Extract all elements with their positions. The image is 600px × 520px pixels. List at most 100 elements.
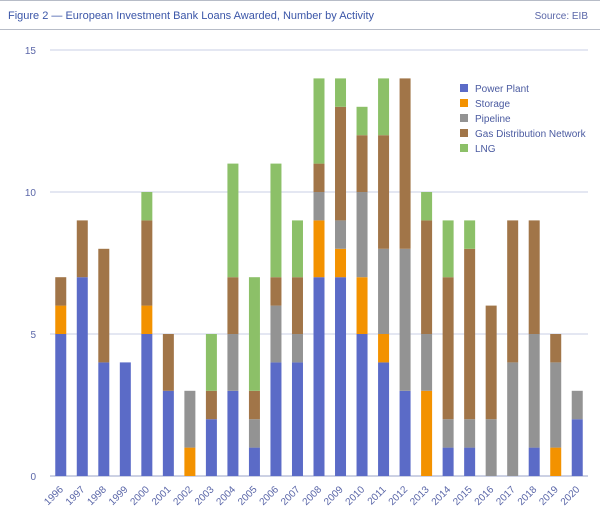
bar-2008-storage xyxy=(313,220,325,278)
bar-2004-gas-distribution-network xyxy=(227,277,239,334)
y-tick-label: 15 xyxy=(25,46,37,57)
bar-2006-pipeline xyxy=(270,305,282,363)
bar-2011-power-plant xyxy=(378,362,390,476)
bar-2009-power-plant xyxy=(335,277,347,476)
x-tick-label: 2009 xyxy=(322,484,346,508)
bar-1997-power-plant xyxy=(76,277,88,476)
bar-2007-power-plant xyxy=(291,362,303,476)
x-tick-label: 1998 xyxy=(85,484,109,508)
bar-1997-gas-distribution-network xyxy=(76,220,88,278)
figure-title: Figure 2 — European Investment Bank Loan… xyxy=(8,10,375,22)
x-tick-label: 2018 xyxy=(516,484,540,508)
bar-2014-pipeline xyxy=(442,419,454,448)
bar-2011-pipeline xyxy=(378,248,390,334)
bar-2019-storage xyxy=(550,447,562,476)
bar-2010-power-plant xyxy=(356,334,368,476)
bar-2018-gas-distribution-network xyxy=(528,220,540,334)
x-tick-label: 2020 xyxy=(559,484,583,508)
x-tick-label: 2000 xyxy=(128,484,152,508)
y-tick-label: 0 xyxy=(30,472,36,483)
legend-label: Power Plant xyxy=(475,84,529,95)
bar-2006-power-plant xyxy=(270,362,282,476)
legend: Power Plant Storage Pipeline Gas Distributi… xyxy=(460,84,587,155)
x-tick-label: 2014 xyxy=(430,484,454,508)
bar-2003-gas-distribution-network xyxy=(205,390,217,420)
bar-2013-pipeline xyxy=(421,334,433,391)
bar-2009-pipeline xyxy=(335,220,347,249)
bar-2003-lng xyxy=(205,334,217,391)
bar-2019-pipeline xyxy=(550,362,562,448)
bar-2007-gas-distribution-network xyxy=(291,277,303,334)
bar-2005-power-plant xyxy=(248,447,260,476)
bar-2017-pipeline xyxy=(507,362,519,476)
x-tick-label: 2013 xyxy=(408,484,432,508)
bar-2001-gas-distribution-network xyxy=(162,334,174,391)
legend-label: LNG xyxy=(475,144,496,155)
bar-2005-lng xyxy=(248,277,260,391)
bar-2002-storage xyxy=(184,447,196,476)
bar-2009-gas-distribution-network xyxy=(335,106,347,221)
bar-2005-gas-distribution-network xyxy=(248,390,260,420)
bar-2011-storage xyxy=(378,334,390,363)
legend-label: Storage xyxy=(475,99,510,110)
bar-1996-storage xyxy=(55,305,67,334)
bar-2006-lng xyxy=(270,163,282,278)
bar-2002-pipeline xyxy=(184,390,196,448)
x-tick-label: 2012 xyxy=(387,484,411,508)
bar-1996-gas-distribution-network xyxy=(55,277,67,306)
bar-2015-gas-distribution-network xyxy=(464,248,476,420)
x-axis-ticks: 1996199719981999200020012002200320042005… xyxy=(42,484,582,508)
bar-2013-storage xyxy=(421,390,433,476)
y-tick-label: 5 xyxy=(30,330,36,341)
x-tick-label: 1996 xyxy=(42,484,66,508)
x-tick-label: 2006 xyxy=(258,484,282,508)
x-tick-label: 2004 xyxy=(215,484,239,508)
bar-2016-pipeline xyxy=(485,419,497,476)
bar-2015-lng xyxy=(464,220,476,249)
bar-1998-power-plant xyxy=(98,362,110,476)
bar-2010-gas-distribution-network xyxy=(356,135,368,192)
bar-1996-power-plant xyxy=(55,334,67,476)
bar-2000-storage xyxy=(141,305,153,334)
bar-2010-pipeline xyxy=(356,192,368,278)
bar-2011-lng xyxy=(378,78,390,136)
bar-2001-power-plant xyxy=(162,390,174,476)
bar-2000-power-plant xyxy=(141,334,153,476)
legend-swatch xyxy=(460,129,468,137)
bar-2010-lng xyxy=(356,106,368,136)
x-tick-label: 2002 xyxy=(171,484,195,508)
legend-swatch xyxy=(460,84,468,92)
x-tick-label: 1999 xyxy=(107,484,131,508)
bar-2012-power-plant xyxy=(399,390,411,476)
bar-2015-pipeline xyxy=(464,419,476,448)
x-tick-label: 2005 xyxy=(236,484,260,508)
x-tick-label: 2003 xyxy=(193,484,217,508)
bar-2003-power-plant xyxy=(205,419,217,476)
bar-2018-pipeline xyxy=(528,334,540,448)
bar-2013-gas-distribution-network xyxy=(421,220,433,334)
x-tick-label: 2019 xyxy=(537,484,561,508)
bar-2012-gas-distribution-network xyxy=(399,78,411,249)
x-tick-label: 1997 xyxy=(64,484,88,508)
figure-header: Figure 2 — European Investment Bank Loan… xyxy=(0,0,600,30)
bar-2019-gas-distribution-network xyxy=(550,334,562,363)
bar-2012-pipeline xyxy=(399,248,411,391)
bar-2016-gas-distribution-network xyxy=(485,305,497,420)
bar-2007-lng xyxy=(291,220,303,278)
bar-2009-storage xyxy=(335,248,347,278)
legend-swatch xyxy=(460,99,468,107)
bar-2008-pipeline xyxy=(313,192,325,221)
legend-label: Pipeline xyxy=(475,114,511,125)
x-tick-label: 2015 xyxy=(451,484,475,508)
bar-2013-lng xyxy=(421,192,433,221)
bar-2015-power-plant xyxy=(464,447,476,476)
x-tick-label: 2010 xyxy=(344,484,368,508)
bar-2004-lng xyxy=(227,163,239,278)
x-tick-label: 2001 xyxy=(150,484,174,508)
x-tick-label: 2011 xyxy=(366,484,389,507)
figure-source: Source: EIB xyxy=(534,11,588,22)
x-tick-label: 2017 xyxy=(494,484,518,508)
bar-2010-storage xyxy=(356,277,368,334)
x-tick-label: 2016 xyxy=(473,484,497,508)
